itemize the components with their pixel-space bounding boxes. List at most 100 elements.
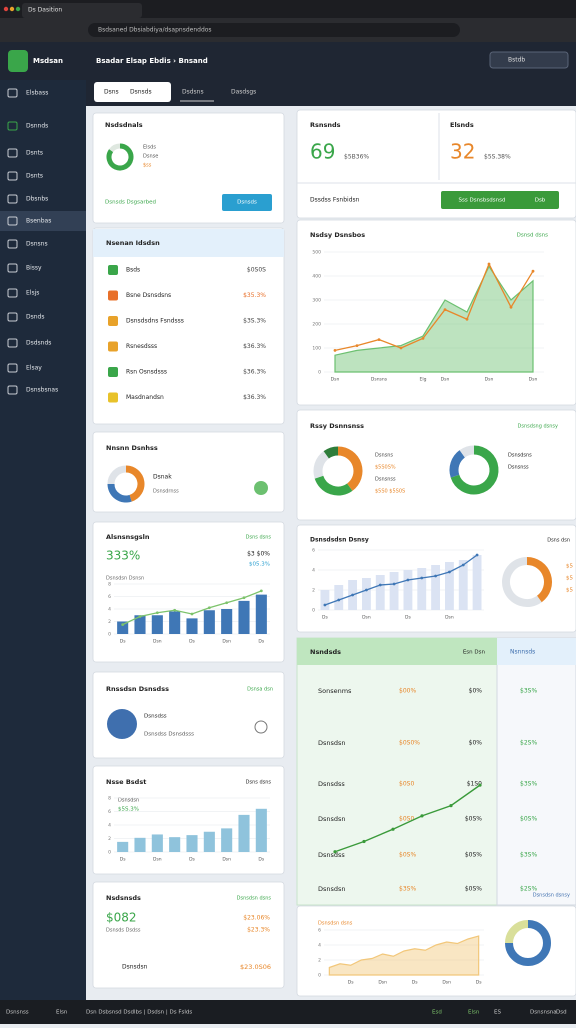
- x-tick-label: Ds: [348, 980, 354, 986]
- label: ES: [494, 1010, 501, 1016]
- bar: [134, 837, 146, 852]
- label[interactable]: Sss Dsnsbsdsnsd: [459, 198, 506, 204]
- button[interactable]: [222, 194, 272, 211]
- label: Dsnsdsdsn Dsnsy: [310, 537, 369, 544]
- y-tick-label: 100: [312, 346, 321, 352]
- label: Dsnsdsns: [508, 453, 532, 459]
- nav-item[interactable]: Elsay: [26, 365, 42, 372]
- browser-tab: [22, 3, 142, 18]
- bar: [203, 610, 215, 634]
- point: [420, 814, 424, 818]
- url-field[interactable]: [88, 23, 460, 37]
- label: Elsnds: [450, 121, 474, 129]
- card: [92, 227, 285, 425]
- x-tick-label: Ds: [120, 639, 126, 645]
- y-tick-label: 6: [312, 548, 315, 554]
- nav-item[interactable]: Elsbass: [26, 90, 48, 97]
- point: [378, 583, 382, 587]
- bar: [238, 600, 250, 634]
- sidebar-icon: [7, 338, 18, 348]
- label[interactable]: Dsnsds: [237, 200, 257, 206]
- table-header: [297, 638, 497, 665]
- nav-item[interactable]: Bissy: [26, 265, 42, 272]
- tab-title: Ds Dasition: [28, 7, 62, 14]
- nav-item[interactable]: Dsdsnds: [26, 340, 51, 347]
- card-header: [93, 229, 284, 257]
- card: [92, 671, 285, 759]
- point: [509, 305, 513, 309]
- point: [173, 608, 177, 612]
- nav-item[interactable]: Dsnsns: [26, 241, 48, 248]
- donut-slice: [125, 465, 145, 502]
- point: [449, 804, 453, 808]
- label: Dsnsdss Dsnsdsss: [144, 732, 194, 738]
- label: 333%: [106, 549, 140, 563]
- sidebar-icon: [7, 239, 18, 249]
- avatar: [107, 709, 137, 739]
- nav-item[interactable]: Dsnnds: [26, 123, 48, 130]
- label: Dsnsdsn dsnsy: [533, 893, 570, 899]
- stat-value: 32: [450, 140, 475, 164]
- table-side-header: [497, 638, 576, 665]
- nav-item[interactable]: Bsenbas: [26, 218, 51, 225]
- y-tick-label: 2: [318, 958, 321, 964]
- point: [351, 593, 354, 597]
- point: [421, 337, 425, 340]
- account-button[interactable]: [489, 51, 569, 69]
- link[interactable]: Dsnsds Dsgsarbed: [105, 200, 156, 206]
- account[interactable]: Bstdb: [508, 57, 525, 64]
- label[interactable]: Dsb: [535, 198, 546, 204]
- label: Dsnsdsng dsnsy: [518, 424, 558, 430]
- label: $3S.3%: [243, 318, 266, 325]
- tab-bar: [0, 0, 576, 18]
- label: Dsnsdss: [318, 780, 345, 788]
- button[interactable]: [441, 191, 559, 209]
- label: Bsne Dsnsdsns: [126, 292, 171, 299]
- table-panel: [296, 637, 498, 906]
- x-tick-label: Ds: [258, 857, 264, 863]
- bar: [444, 562, 454, 610]
- nav-item[interactable]: Dsnts: [26, 150, 43, 157]
- label: $3S%: [520, 781, 537, 788]
- label: Rnssdsn Dsnsdss: [106, 685, 169, 693]
- label: Dsnsdsn: [122, 964, 148, 971]
- y-tick-label: 8: [108, 796, 111, 802]
- label: Dsnsnss: [6, 1010, 29, 1016]
- x-tick-label: Ds: [476, 980, 482, 986]
- icon: [254, 481, 268, 495]
- label: $2S%: [520, 740, 537, 747]
- nav-item[interactable]: Elsjs: [26, 290, 39, 297]
- y-tick-label: 0: [318, 370, 321, 376]
- y-tick-label: 6: [108, 809, 111, 815]
- nav-item[interactable]: Dsnsbsnas: [26, 387, 58, 394]
- label: Rsnesdsss: [126, 343, 157, 350]
- x-tick-label: Ds: [120, 857, 126, 863]
- y-tick-label: 400: [312, 274, 321, 280]
- tab[interactable]: Dsdsns: [182, 89, 204, 96]
- breadcrumb: Bsadar Elsap Ebdis › Bnsand: [96, 57, 208, 65]
- point: [475, 553, 479, 557]
- donut-slice: [109, 143, 121, 153]
- tab[interactable]: Dasdsgs: [231, 89, 256, 96]
- label: Nsenan Idsdsn: [106, 239, 160, 247]
- nav-item[interactable]: Dsnds: [26, 314, 44, 321]
- point: [365, 588, 368, 592]
- sidebar-icon: [7, 363, 18, 373]
- tab[interactable]: Dsnsds: [130, 89, 152, 96]
- bar: [117, 621, 129, 634]
- label: $ss: [143, 163, 152, 169]
- label: $0S0S: [247, 267, 266, 274]
- label: Dsnsdsn: [318, 885, 346, 893]
- tab[interactable]: Dsns: [104, 89, 119, 96]
- x-tick-label: Ds: [412, 980, 418, 986]
- nav-item[interactable]: Dsnts: [26, 173, 43, 180]
- status-bar: [0, 1000, 576, 1024]
- bar: [169, 837, 181, 852]
- nav-item[interactable]: Dbsnbs: [26, 196, 48, 203]
- x-tick-label: Dsn: [529, 377, 538, 383]
- row-icon: [108, 367, 118, 377]
- tab-pill[interactable]: [94, 82, 171, 102]
- label: Dsnsds Dsdss: [106, 928, 141, 934]
- window-dot: [15, 6, 21, 12]
- y-tick-label: 6: [108, 594, 111, 600]
